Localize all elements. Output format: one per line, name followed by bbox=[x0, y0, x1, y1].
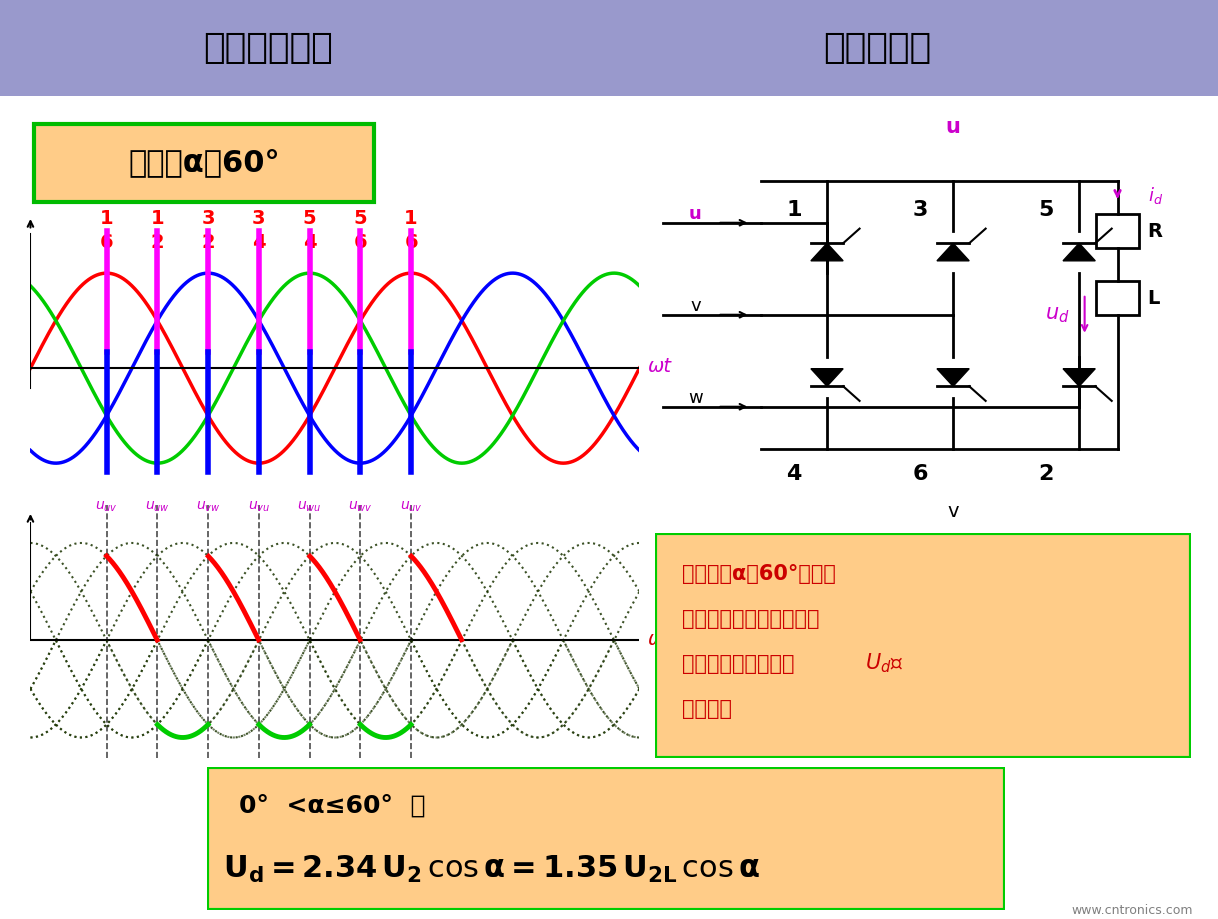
Text: www.cntronics.com: www.cntronics.com bbox=[1072, 904, 1194, 917]
Text: $\mathbf{U_d = 2.34\,U_2\,\cos\alpha = 1.35\,U_{2L}\,\cos\alpha}$: $\mathbf{U_d = 2.34\,U_2\,\cos\alpha = 1… bbox=[223, 855, 760, 886]
Text: 6: 6 bbox=[404, 233, 418, 252]
Text: 2: 2 bbox=[1039, 464, 1054, 483]
Text: ωt: ωt bbox=[648, 630, 672, 649]
Polygon shape bbox=[811, 244, 843, 261]
Text: $u_{uw}$: $u_{uw}$ bbox=[145, 499, 169, 514]
Text: 电感性负载: 电感性负载 bbox=[823, 31, 931, 65]
Text: 5: 5 bbox=[1039, 200, 1054, 221]
Text: $u_d$: $u_d$ bbox=[1045, 305, 1069, 324]
Text: 5: 5 bbox=[303, 209, 317, 228]
FancyBboxPatch shape bbox=[34, 124, 374, 202]
FancyBboxPatch shape bbox=[0, 0, 1218, 96]
Text: 连续，感性负载与电阻性: 连续，感性负载与电阻性 bbox=[682, 608, 820, 629]
Text: 1: 1 bbox=[404, 209, 418, 228]
Polygon shape bbox=[937, 369, 970, 386]
Text: ωt: ωt bbox=[648, 357, 672, 376]
Polygon shape bbox=[811, 369, 843, 386]
Text: v: v bbox=[691, 298, 700, 315]
Text: 6: 6 bbox=[912, 464, 928, 483]
Text: 电阻负载α＜60°时波形: 电阻负载α＜60°时波形 bbox=[682, 563, 836, 584]
Text: $u_{wu}$: $u_{wu}$ bbox=[297, 499, 322, 514]
Text: 三相桥式全控: 三相桥式全控 bbox=[203, 31, 333, 65]
Text: $i_d$: $i_d$ bbox=[1147, 185, 1163, 206]
Text: 4: 4 bbox=[787, 464, 801, 483]
Text: 6: 6 bbox=[353, 233, 367, 252]
Text: v: v bbox=[948, 502, 959, 521]
Text: u: u bbox=[689, 206, 702, 223]
Text: 1: 1 bbox=[787, 200, 801, 221]
Text: $u_{uv}$: $u_{uv}$ bbox=[400, 499, 423, 514]
Text: 4: 4 bbox=[303, 233, 317, 252]
Text: u: u bbox=[945, 117, 961, 137]
Bar bbox=[1095, 281, 1139, 314]
Text: 5: 5 bbox=[353, 209, 367, 228]
Text: $u_{vw}$: $u_{vw}$ bbox=[196, 499, 220, 514]
Text: 1: 1 bbox=[100, 209, 113, 228]
Text: 6: 6 bbox=[100, 233, 113, 252]
Text: L: L bbox=[1147, 289, 1160, 308]
Text: 2: 2 bbox=[201, 233, 214, 252]
Text: $U_d$计: $U_d$计 bbox=[865, 652, 904, 675]
FancyBboxPatch shape bbox=[207, 767, 1005, 910]
Polygon shape bbox=[1063, 244, 1095, 261]
Text: 0°  <α≤60°  时: 0° <α≤60° 时 bbox=[239, 794, 425, 818]
Text: 1: 1 bbox=[151, 209, 164, 228]
Text: $u_{uv}$: $u_{uv}$ bbox=[95, 499, 118, 514]
Text: 3: 3 bbox=[201, 209, 214, 228]
Text: 3: 3 bbox=[252, 209, 266, 228]
Text: 负载电压波形一样，: 负载电压波形一样， bbox=[682, 653, 794, 674]
Text: $u_{wv}$: $u_{wv}$ bbox=[348, 499, 373, 514]
Text: 3: 3 bbox=[912, 200, 928, 221]
FancyBboxPatch shape bbox=[655, 533, 1191, 758]
Polygon shape bbox=[937, 244, 970, 261]
Polygon shape bbox=[1063, 369, 1095, 386]
Text: 控制角α＝60°: 控制角α＝60° bbox=[128, 149, 280, 177]
Text: $u_{vu}$: $u_{vu}$ bbox=[247, 499, 270, 514]
Text: R: R bbox=[1147, 221, 1163, 241]
Text: 4: 4 bbox=[252, 233, 266, 252]
Text: w: w bbox=[688, 390, 703, 407]
Text: 2: 2 bbox=[151, 233, 164, 252]
Text: 算式相同: 算式相同 bbox=[682, 698, 732, 719]
Bar bbox=[1095, 214, 1139, 248]
